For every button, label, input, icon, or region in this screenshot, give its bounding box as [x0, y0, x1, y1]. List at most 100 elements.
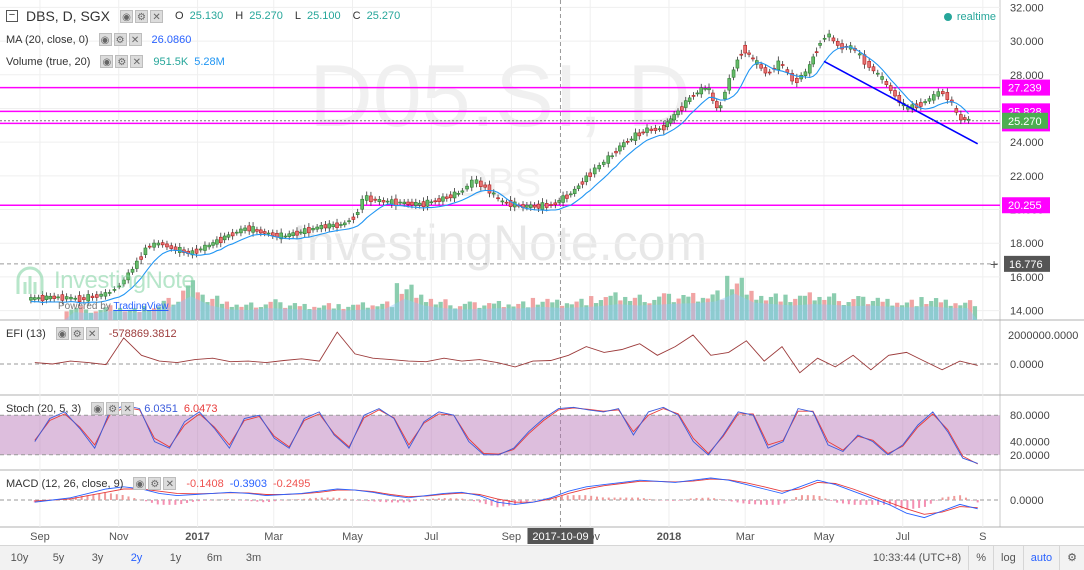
volume-bar — [156, 306, 162, 320]
volume-bar — [899, 305, 905, 320]
timeframe-6m[interactable]: 6m — [206, 552, 223, 564]
macd-histogram-bar — [197, 500, 200, 502]
close-icon[interactable]: ✕ — [85, 327, 99, 340]
volume-bar — [370, 305, 375, 320]
visibility-icon[interactable]: ◉ — [100, 55, 114, 68]
moving-average-line — [30, 46, 969, 304]
candle-up — [69, 296, 73, 300]
settings-icon[interactable]: ⚙ — [70, 327, 84, 340]
close-icon[interactable]: ✕ — [163, 477, 177, 490]
settings-icon[interactable]: ⚙ — [115, 55, 129, 68]
log-toggle[interactable]: log — [993, 546, 1023, 570]
volume-bar — [676, 298, 681, 320]
timeframe-10y[interactable]: 10y — [10, 552, 29, 564]
volume-bar — [695, 301, 701, 320]
macd-signal-value: -0.2495 — [273, 477, 311, 490]
volume-bar — [700, 297, 706, 320]
visibility-icon[interactable]: ◉ — [55, 327, 69, 340]
macd-histogram-bar — [742, 500, 745, 504]
close-icon[interactable]: ✕ — [150, 9, 164, 23]
realtime-dot-icon — [943, 13, 952, 21]
price-axis-tick: 16.000 — [1010, 272, 1044, 284]
candle-up — [629, 138, 634, 141]
macd-histogram-bar — [572, 495, 575, 500]
candle-up — [156, 242, 161, 246]
last-price-label: 25.270 — [1008, 116, 1042, 128]
volume-bar — [428, 298, 434, 320]
macd-histogram-bar — [830, 500, 833, 501]
high-value: 25.270 — [249, 10, 283, 22]
macd-histogram-bar — [150, 500, 153, 503]
visibility-icon[interactable]: ◉ — [98, 33, 112, 46]
volume-bar — [341, 308, 346, 320]
chart-area[interactable]: D05.SI, D DBS InvestingNote.com Sep Nov 20… — [0, 0, 1084, 545]
stoch-band — [0, 415, 1000, 455]
macd-histogram-bar — [718, 499, 721, 500]
candle-down — [487, 184, 492, 194]
visibility-icon[interactable]: ◉ — [133, 477, 147, 490]
settings-icon[interactable]: ⚙ — [106, 402, 120, 415]
candle-down — [147, 245, 152, 248]
timeframe-5y[interactable]: 5y — [52, 552, 65, 564]
volume-bar — [589, 296, 594, 320]
candle-up — [811, 56, 816, 65]
volume-bar — [763, 300, 769, 320]
percent-toggle[interactable]: % — [968, 546, 993, 570]
chart-svg[interactable]: D05.SI, D DBS InvestingNote.com Sep Nov 20… — [0, 0, 1084, 545]
candle-down — [406, 201, 410, 205]
auto-toggle[interactable]: auto — [1022, 546, 1059, 570]
settings-icon[interactable]: ⚙ — [113, 33, 127, 46]
candle-up — [355, 212, 360, 215]
stoch-legend: Stoch (20, 5, 3) ◉ ⚙ ✕ 6.0351 6.0473 — [6, 402, 218, 415]
volume-bar — [117, 307, 123, 320]
volume-bar — [550, 302, 555, 320]
candle-up — [385, 200, 390, 203]
candle-down — [580, 181, 585, 185]
volume-bar — [623, 296, 628, 320]
close-icon[interactable]: ✕ — [121, 402, 135, 415]
timeframe-3m[interactable]: 3m — [245, 552, 262, 564]
settings-icon[interactable]: ⚙ — [135, 9, 149, 23]
tradingview-link[interactable]: TradingView — [113, 301, 169, 312]
volume-bar — [768, 296, 774, 320]
macd-histogram-bar — [326, 497, 329, 500]
close-icon[interactable]: ✕ — [128, 33, 142, 46]
candle-down — [871, 66, 876, 72]
macd-histogram-bar — [408, 500, 411, 503]
macd-histogram-bar — [244, 500, 247, 501]
timeframe-1y[interactable]: 1y — [169, 552, 182, 564]
candle-up — [389, 199, 394, 205]
macd-histogram-bar — [578, 495, 581, 500]
volume-bar — [890, 305, 895, 320]
settings-icon[interactable]: ⚙ — [148, 477, 162, 490]
close-icon[interactable]: ✕ — [130, 55, 144, 68]
candle-up — [122, 279, 126, 285]
collapse-icon[interactable]: − — [6, 10, 18, 22]
macd-histogram-bar — [906, 500, 909, 510]
volume-bar — [122, 311, 128, 320]
settings-gear-icon[interactable]: ⚙ — [1059, 546, 1084, 570]
macd-legend-buttons: ◉ ⚙ ✕ — [133, 477, 177, 490]
candle-down — [893, 90, 897, 97]
volume-bar — [443, 299, 448, 320]
volume-bar — [924, 304, 929, 320]
candle-down — [82, 297, 86, 300]
candle-up — [610, 155, 614, 158]
macd-histogram-bar — [426, 498, 429, 500]
volume-bar — [841, 305, 846, 320]
timeframe-2y[interactable]: 2y — [130, 552, 143, 564]
volume-bar — [108, 305, 113, 320]
macd-hist-value: -0.1408 — [186, 477, 224, 490]
visibility-icon[interactable]: ◉ — [91, 402, 105, 415]
volume-bar — [657, 296, 662, 320]
visibility-icon[interactable]: ◉ — [120, 9, 134, 23]
candle-up — [731, 69, 736, 78]
macd-histogram-bar — [215, 499, 218, 501]
candle-up — [190, 250, 195, 256]
volume-bar — [540, 301, 545, 320]
volume-bar — [287, 305, 293, 320]
candle-down — [959, 114, 963, 121]
timeframe-3y[interactable]: 3y — [91, 552, 104, 564]
macd-histogram-bar — [672, 500, 675, 501]
investingnote-brand: InvestingNote — [54, 267, 195, 294]
